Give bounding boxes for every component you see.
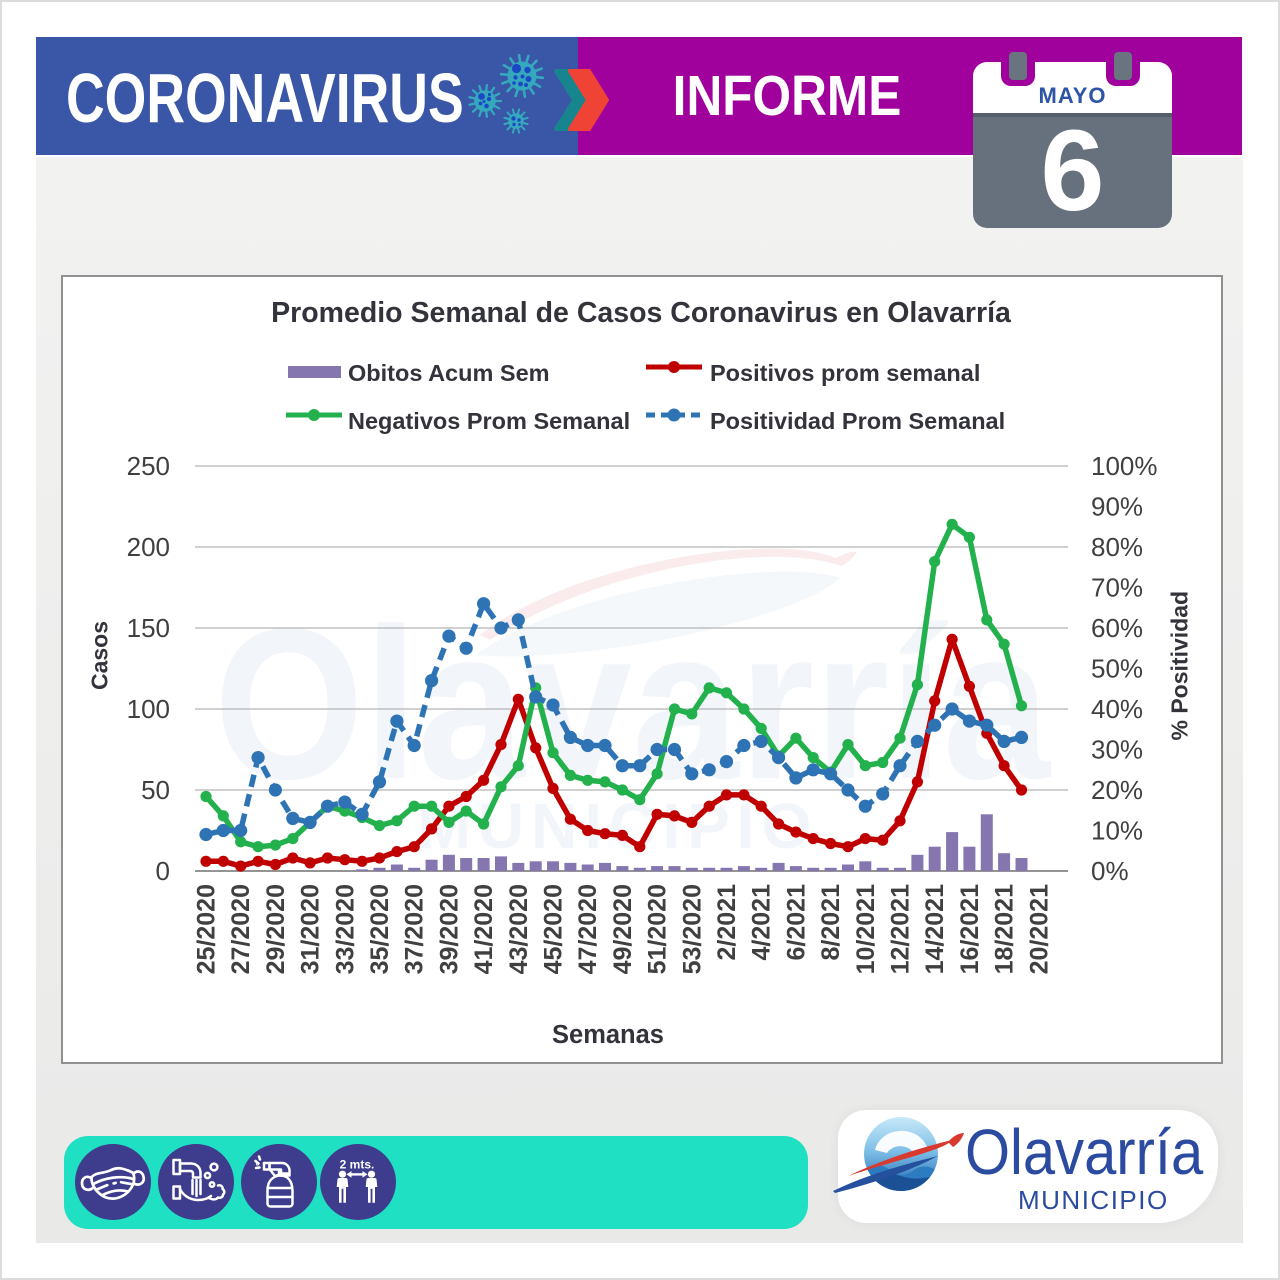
svg-text:0%: 0% [1091,856,1129,886]
svg-text:50%: 50% [1091,654,1143,684]
svg-text:49/2020: 49/2020 [609,884,637,974]
svg-text:150: 150 [127,613,170,643]
svg-text:50: 50 [141,775,170,805]
svg-text:53/2020: 53/2020 [678,884,706,974]
svg-text:70%: 70% [1091,573,1143,603]
svg-text:MUNICIPIO: MUNICIPIO [418,790,819,862]
svg-text:25/2020: 25/2020 [193,884,221,974]
svg-text:250: 250 [127,451,170,481]
svg-text:20/2021: 20/2021 [1025,884,1053,974]
svg-text:100%: 100% [1091,451,1158,481]
svg-text:20%: 20% [1091,775,1143,805]
svg-text:2 mts.: 2 mts. [340,1158,375,1172]
svg-text:10%: 10% [1091,816,1143,846]
svg-text:43/2020: 43/2020 [505,884,533,974]
svg-text:37/2020: 37/2020 [401,884,429,974]
svg-text:18/2021: 18/2021 [991,884,1019,974]
svg-text:4/2021: 4/2021 [748,884,776,961]
svg-text:51/2020: 51/2020 [644,884,672,974]
svg-text:60%: 60% [1091,613,1143,643]
svg-text:14/2021: 14/2021 [921,884,949,974]
svg-text:33/2020: 33/2020 [331,884,359,974]
svg-text:31/2020: 31/2020 [297,884,325,974]
svg-text:2/2021: 2/2021 [713,884,741,961]
svg-text:35/2020: 35/2020 [366,884,394,974]
svg-text:40%: 40% [1091,694,1143,724]
svg-text:39/2020: 39/2020 [435,884,463,974]
svg-text:200: 200 [127,532,170,562]
svg-text:47/2020: 47/2020 [574,884,602,974]
svg-text:16/2021: 16/2021 [956,884,984,974]
svg-text:8/2021: 8/2021 [817,884,845,961]
svg-text:100: 100 [127,694,170,724]
svg-text:10/2021: 10/2021 [852,884,880,974]
svg-text:27/2020: 27/2020 [227,884,255,974]
svg-text:30%: 30% [1091,735,1143,765]
svg-text:90%: 90% [1091,492,1143,522]
svg-text:41/2020: 41/2020 [470,884,498,974]
svg-text:6/2021: 6/2021 [782,884,810,961]
svg-text:29/2020: 29/2020 [262,884,290,974]
svg-text:80%: 80% [1091,532,1143,562]
svg-text:45/2020: 45/2020 [540,884,568,974]
svg-text:12/2021: 12/2021 [887,884,915,974]
svg-text:0: 0 [156,856,170,886]
